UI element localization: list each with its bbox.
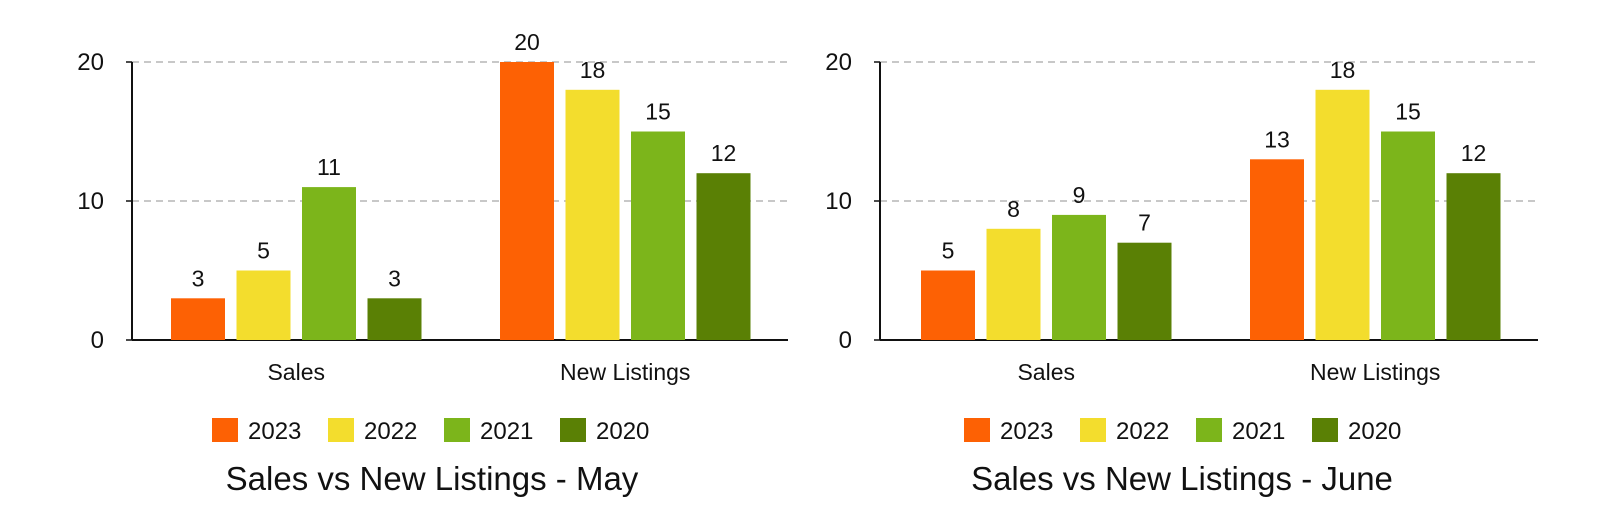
y-tick-label: 20 [77,49,104,76]
bar [1446,173,1501,340]
bar-value-label: 18 [1330,57,1356,83]
bar [1117,242,1172,340]
legend-swatch [328,418,354,442]
x-category-label: Sales [1017,359,1075,385]
bar-value-label: 15 [645,99,671,125]
legend-label: 2023 [1000,418,1053,445]
x-category-label: New Listings [560,359,690,385]
bar [631,131,685,340]
bar [500,62,554,340]
bar [1315,89,1370,340]
bar [696,173,751,340]
legend-swatch [444,418,470,442]
legend-label: 2022 [1116,418,1169,445]
bar-value-label: 5 [942,238,955,264]
y-tick-label: 10 [825,188,852,215]
bar [1052,214,1106,340]
bar-value-label: 20 [514,29,540,55]
legend-label: 2020 [1348,418,1401,445]
y-tick-label: 20 [825,49,852,76]
chart-title: Sales vs New Listings - June [971,460,1393,497]
bar [302,187,356,340]
bar-value-label: 13 [1264,126,1290,152]
bar [367,298,422,340]
y-tick-label: 0 [839,327,852,354]
x-category-label: New Listings [1310,359,1440,385]
y-tick-label: 10 [77,188,104,215]
x-category-label: Sales [267,359,325,385]
legend-swatch [212,418,238,442]
legend-swatch [964,418,990,442]
y-tick-label: 0 [91,327,104,354]
bar [1250,159,1304,340]
legend-label: 2022 [364,418,417,445]
bar-value-label: 18 [580,57,606,83]
bar-value-label: 7 [1138,210,1151,236]
legend-label: 2023 [248,418,301,445]
legend-label: 2021 [480,418,533,445]
bar-value-label: 3 [192,265,205,291]
bar-value-label: 12 [1461,140,1487,166]
legend-swatch [560,418,586,442]
bar [1381,131,1435,340]
chart-june: 0 10 20 5 8 9 7 Sales 13 18 15 12 New Listings 2023 20… [825,49,1538,497]
bar-value-label: 5 [257,238,270,264]
legend-swatch [1312,418,1338,442]
bar [171,298,225,340]
bar-value-label: 11 [317,154,341,180]
legend-swatch [1080,418,1106,442]
chart-may: 0 10 20 3 5 11 3 Sales 20 18 15 12 New Listings 2023 2… [77,29,788,497]
bar-value-label: 9 [1073,182,1086,208]
legend-swatch [1196,418,1222,442]
bar [921,270,975,340]
bar [986,228,1041,340]
bar-value-label: 3 [388,265,401,291]
bar [236,270,291,340]
legend-label: 2020 [596,418,649,445]
bar [565,89,620,340]
bar-value-label: 15 [1395,99,1421,125]
bar-value-label: 8 [1007,196,1020,222]
chart-title: Sales vs New Listings - May [226,460,639,497]
legend-label: 2021 [1232,418,1285,445]
bar-value-label: 12 [711,140,737,166]
